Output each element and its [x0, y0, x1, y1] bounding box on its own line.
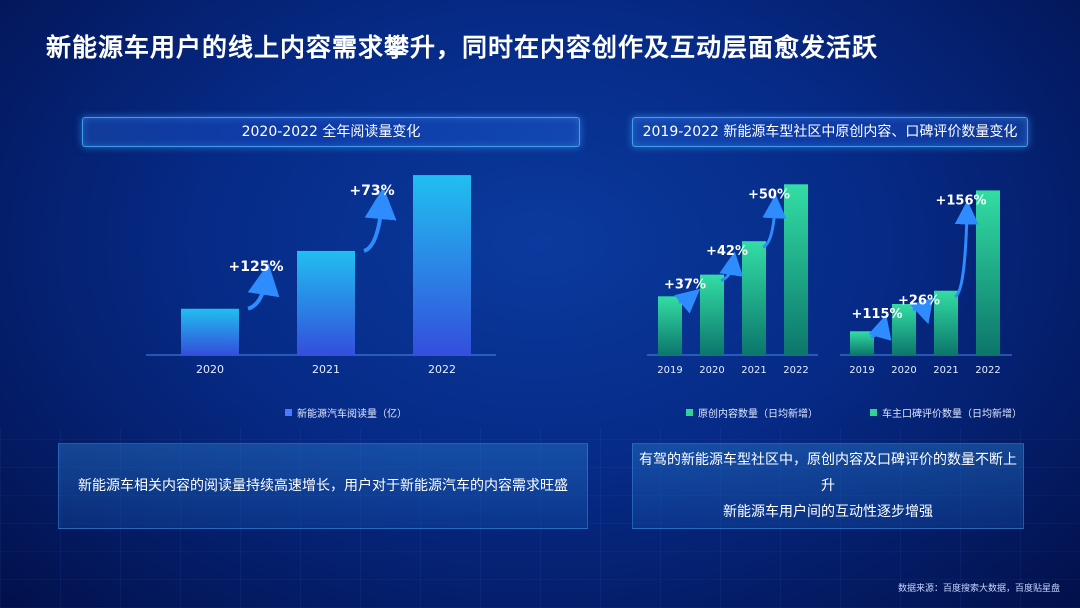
page-title: 新能源车用户的线上内容需求攀升，同时在内容创作及互动层面愈发活跃	[46, 33, 879, 62]
left-legend: 新能源汽车阅读量（亿）	[285, 405, 407, 420]
chart-0-tick-label: 2020	[196, 363, 224, 376]
right-legend-2: 车主口碑评价数量（日均新增）	[870, 405, 1022, 420]
growth-arrow-icon	[868, 314, 892, 341]
chart-2-growth-label: +26%	[898, 294, 940, 309]
chart-1-growth-label: +42%	[706, 244, 748, 259]
chart-0-bar-2020	[181, 308, 239, 355]
chart-0-tick-label: 2021	[312, 363, 340, 376]
growth-arrow-icon	[910, 297, 934, 325]
growth-arrow-icon	[954, 200, 979, 299]
legend-swatch-green	[870, 409, 877, 416]
chart-0-bar-2022	[413, 175, 471, 355]
chart-0-tick-label: 2022	[428, 363, 456, 376]
growth-arrow-icon	[363, 187, 397, 253]
legend-swatch-blue	[285, 409, 292, 416]
chart-2-bar-2022	[976, 190, 1000, 355]
chart-1-bar-2020	[700, 274, 724, 355]
background-grid	[0, 428, 1080, 608]
chart-1-tick-label: 2020	[699, 365, 724, 376]
right-summary-line-1: 有驾的新能源车型社区中，原创内容及口碑评价的数量不断上升	[639, 452, 1017, 494]
chart-1-bar-2022	[784, 184, 808, 355]
chart-2-growth-label: +156%	[935, 193, 986, 208]
right-legend-1-label: 原创内容数量（日均新增）	[698, 409, 818, 420]
right-legend-1: 原创内容数量（日均新增）	[686, 405, 818, 420]
right-legend-2-label: 车主口碑评价数量（日均新增）	[882, 409, 1022, 420]
right-panel-header: 2019-2022 新能源车型社区中原创内容、口碑评价数量变化	[632, 117, 1028, 147]
right-summary-box: 有驾的新能源车型社区中，原创内容及口碑评价的数量不断上升 新能源车用户间的互动性…	[632, 443, 1024, 529]
chart-1-tick-label: 2019	[657, 365, 682, 376]
left-panel-header: 2020-2022 全年阅读量变化	[82, 117, 580, 147]
chart-1-tick-label: 2021	[741, 365, 766, 376]
chart-1-growth-label: +50%	[748, 187, 790, 202]
chart-0-growth-label: +73%	[349, 183, 394, 199]
left-summary-text: 新能源车相关内容的阅读量持续高速增长，用户对于新能源汽车的内容需求旺盛	[78, 478, 568, 494]
chart-1-growth-label: +37%	[664, 278, 706, 293]
growth-arrow-icon	[762, 194, 787, 249]
growth-arrow-icon	[674, 288, 701, 314]
chart-2-bar-2021	[934, 290, 958, 355]
data-source: 数据来源：百度搜索大数据，百度贴星盘	[897, 584, 1060, 594]
chart-2-tick-label: 2022	[975, 365, 1000, 376]
right-summary-line-2: 新能源车用户间的互动性逐步增强	[723, 504, 933, 520]
chart-2-growth-label: +115%	[851, 307, 902, 322]
chart-2-tick-label: 2019	[849, 365, 874, 376]
left-legend-label: 新能源汽车阅读量（亿）	[297, 409, 407, 420]
chart-0-bar-2021	[297, 250, 355, 355]
growth-arrow-icon	[247, 263, 280, 311]
chart-2-tick-label: 2021	[933, 365, 958, 376]
growth-arrow-icon	[719, 251, 744, 283]
chart-2-bar-2019	[850, 331, 874, 355]
chart-1-tick-label: 2022	[783, 365, 808, 376]
legend-swatch-green	[686, 409, 693, 416]
chart-2-tick-label: 2020	[891, 365, 916, 376]
chart-0-growth-label: +125%	[229, 259, 284, 275]
left-summary-box: 新能源车相关内容的阅读量持续高速增长，用户对于新能源汽车的内容需求旺盛	[58, 443, 588, 529]
chart-1-bar-2021	[742, 241, 766, 355]
chart-1-bar-2019	[658, 296, 682, 355]
